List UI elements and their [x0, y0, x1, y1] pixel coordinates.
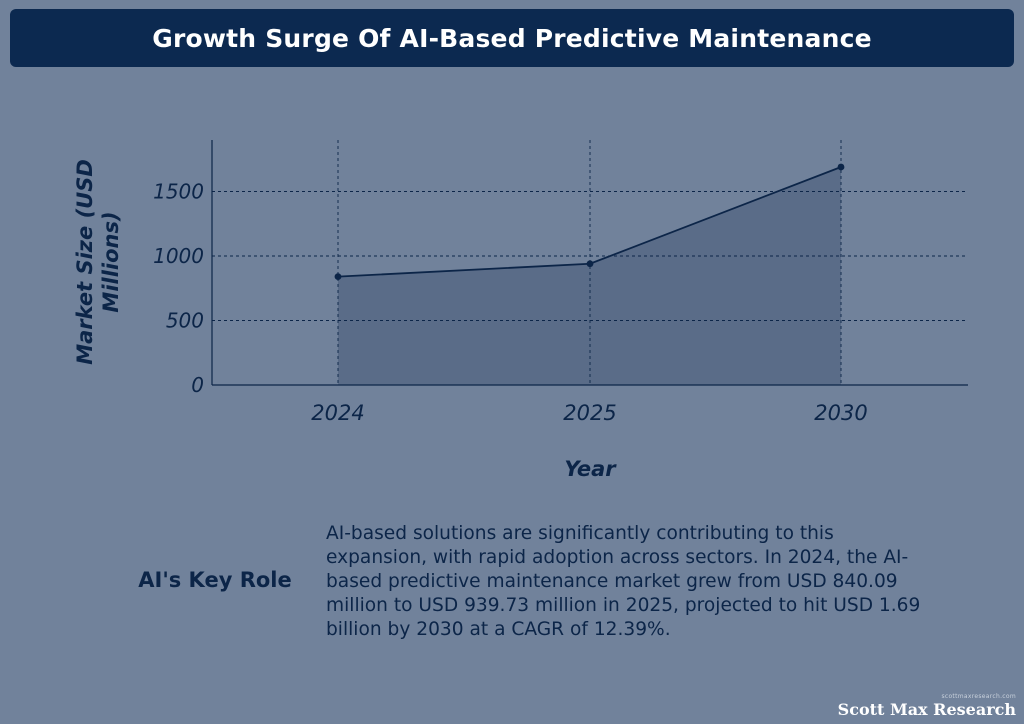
page-title: Growth Surge Of AI-Based Predictive Main… [152, 23, 872, 53]
x-axis-label: Year [564, 457, 617, 481]
x-tick-label-2025: 2025 [563, 401, 616, 425]
y-axis-label: Market Size (USDMillions) [73, 159, 123, 365]
market-size-chart: 0 500 1000 1500 2024 2025 2030 Year Market Size … [73, 140, 968, 481]
area-fill [338, 166, 841, 385]
x-tick-label-2030: 2030 [814, 401, 867, 425]
data-point-2024 [334, 273, 342, 281]
y-axis-label-line-1: Market Size (USD [73, 159, 97, 365]
watermark: scottmaxresearch.com Scott Max Research [838, 693, 1016, 719]
key-role-title: AI's Key Role [138, 568, 292, 592]
y-tick-label-1500: 1500 [153, 180, 204, 204]
title-bar: Growth Surge Of AI-Based Predictive Main… [10, 9, 1014, 67]
data-point-2025 [586, 260, 594, 268]
x-tick-label-2024: 2024 [311, 401, 364, 425]
watermark-website: scottmaxresearch.com [941, 693, 1016, 700]
y-tick-label-0: 0 [191, 373, 204, 397]
watermark-brand: Scott Max Research [837, 700, 1016, 719]
key-role-description: AI-based solutions are significantly con… [326, 523, 921, 640]
data-point-2030 [837, 163, 845, 171]
y-tick-label-500: 500 [166, 309, 204, 333]
y-axis-label-line-2: Millions) [99, 211, 123, 312]
y-tick-label-1000: 1000 [153, 244, 204, 268]
